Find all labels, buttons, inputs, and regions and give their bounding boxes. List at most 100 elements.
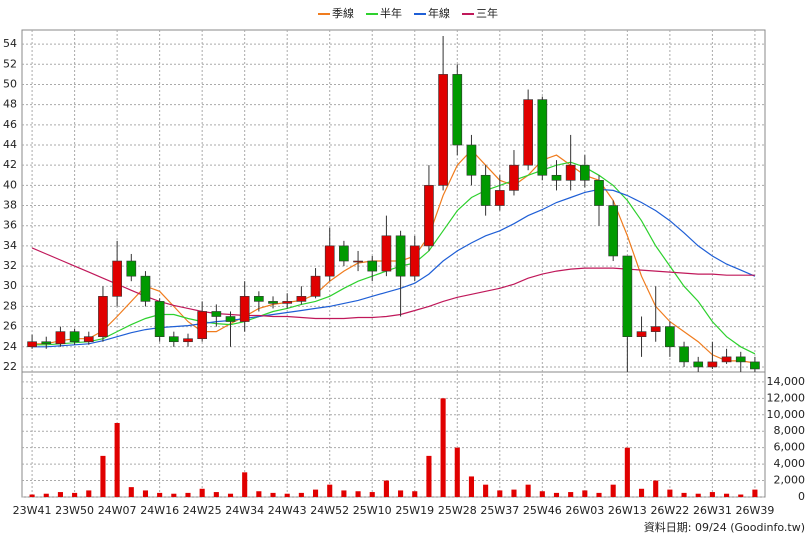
- volume-bar: [695, 493, 701, 497]
- x-tick-label: 25W46: [523, 504, 562, 517]
- candle-body: [665, 326, 675, 348]
- volume-bar: [270, 492, 276, 497]
- volume-bar: [610, 484, 616, 497]
- candle-body: [494, 190, 505, 206]
- y-tick-label: 32: [3, 259, 17, 272]
- x-tick-label: 23W41: [13, 504, 52, 517]
- x-tick-label: 24W25: [183, 504, 222, 517]
- plot-frame: [21, 29, 766, 498]
- volume-bar: [86, 490, 92, 497]
- volume-bar: [142, 490, 149, 497]
- candle-body: [168, 336, 179, 343]
- volume-bar: [468, 476, 475, 497]
- y-tick-label: 22: [3, 360, 17, 373]
- candle-body: [707, 361, 718, 368]
- candle-body: [296, 296, 307, 302]
- candle-body: [197, 311, 207, 340]
- candle-body: [452, 74, 463, 146]
- x-tick-label: 25W37: [480, 504, 519, 517]
- volume-bar: [752, 489, 758, 497]
- x-tick-label: 26W13: [608, 504, 647, 517]
- volume-bar: [369, 492, 375, 497]
- ma-line: [32, 161, 756, 355]
- candle-body: [183, 338, 193, 343]
- x-tick-label: 25W19: [395, 504, 434, 517]
- volume-bar: [681, 492, 687, 497]
- volume-bar: [440, 398, 446, 497]
- x-tick-label: 23W50: [55, 504, 94, 517]
- legend-label: 半年: [380, 6, 402, 20]
- candle-body: [409, 245, 420, 277]
- volume-tick-label: 4,000: [774, 457, 806, 470]
- y-tick-label: 48: [3, 98, 17, 111]
- volume-bar: [724, 493, 730, 497]
- candle-body: [580, 164, 590, 181]
- volume-bar: [596, 492, 602, 497]
- candle-body: [225, 316, 236, 322]
- volume-bar: [539, 491, 545, 497]
- x-tick-label: 24W34: [225, 504, 264, 517]
- volume-tick-label: 2,000: [774, 474, 806, 487]
- y-tick-label: 42: [3, 158, 17, 171]
- volume-bar: [114, 422, 120, 497]
- legend-label: 三年: [476, 6, 498, 20]
- candle-body: [509, 164, 519, 191]
- volume-bar: [341, 490, 347, 497]
- candle-body: [154, 301, 165, 337]
- candle-body: [98, 296, 108, 337]
- candle-body: [69, 331, 80, 343]
- volume-bar: [568, 492, 574, 497]
- volume-bar: [171, 493, 177, 497]
- volume-bar: [426, 455, 432, 497]
- candle-body: [750, 361, 760, 370]
- volume-bar: [483, 484, 489, 497]
- y-tick-label: 34: [3, 239, 17, 252]
- volume-bar: [72, 492, 78, 497]
- candle-body: [523, 99, 533, 166]
- volume-bar: [57, 492, 63, 497]
- x-tick-label: 26W22: [650, 504, 689, 517]
- volume-bar: [157, 492, 163, 497]
- volume-bar: [412, 491, 418, 497]
- x-tick-label: 26W03: [565, 504, 604, 517]
- candle-body: [679, 346, 689, 363]
- volume-bar: [383, 480, 389, 497]
- y-tick-label: 30: [3, 279, 17, 292]
- volume-bar: [199, 488, 205, 497]
- candle-body: [650, 326, 661, 332]
- x-tick-label: 25W28: [438, 504, 477, 517]
- ma-line: [32, 188, 756, 348]
- candle-body: [367, 260, 378, 272]
- volume-bar: [298, 492, 304, 497]
- volume-bar: [312, 489, 319, 497]
- volume-bar: [638, 488, 645, 497]
- candle-body: [268, 301, 278, 304]
- candle-body: [594, 180, 604, 206]
- volume-tick-label: 8,000: [774, 424, 806, 437]
- x-tick-label: 26W39: [735, 504, 774, 517]
- volume-bar: [327, 484, 333, 497]
- y-tick-label: 52: [3, 57, 17, 70]
- candle-body: [424, 185, 434, 247]
- candle-body: [466, 144, 477, 176]
- candle-body: [324, 245, 335, 277]
- volume-bar: [355, 491, 361, 497]
- ma-line: [31, 247, 755, 320]
- volume-bar: [256, 491, 262, 497]
- candle-body: [254, 296, 264, 302]
- volume-bar: [43, 493, 49, 497]
- candle-body: [721, 356, 732, 363]
- candle-body: [310, 275, 321, 297]
- candle-body: [55, 331, 66, 345]
- volume-bar: [511, 489, 517, 497]
- candle-body: [693, 361, 704, 368]
- y-tick-label: 24: [3, 340, 17, 353]
- volume-tick-label: 14,000: [767, 375, 806, 388]
- volume-bar: [582, 490, 588, 497]
- x-tick-label: 26W31: [693, 504, 732, 517]
- volume-bar: [284, 493, 290, 497]
- volume-bar: [553, 492, 560, 497]
- ma-line: [32, 149, 755, 364]
- y-tick-label: 28: [3, 299, 17, 312]
- candle-body: [41, 341, 52, 345]
